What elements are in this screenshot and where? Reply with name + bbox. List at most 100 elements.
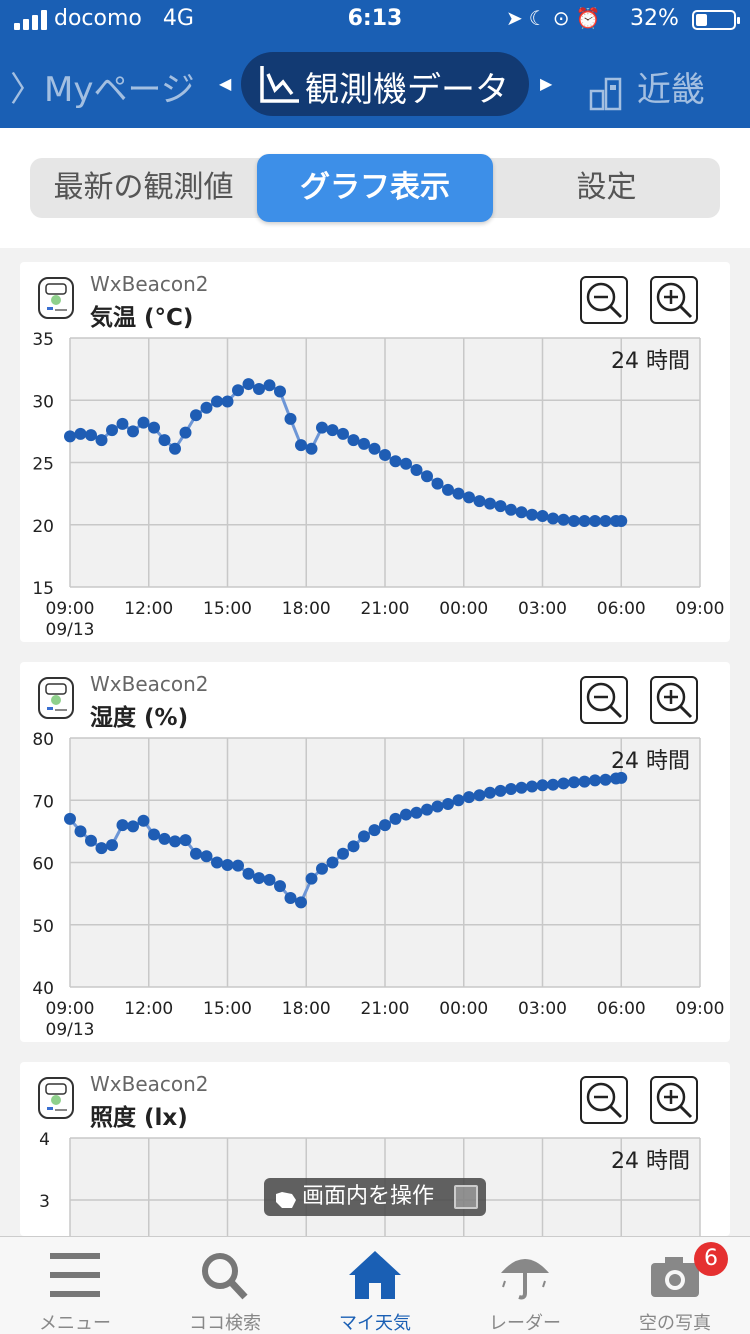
zoom-out-button[interactable] <box>580 1076 628 1124</box>
data-point <box>368 442 381 455</box>
data-point <box>242 378 255 391</box>
temperature-card: WxBeacon2 気温 (°C) 15 20 25 30 35 09:00 12:00 15… <box>20 262 730 642</box>
nav-radar[interactable]: レーダー <box>450 1237 600 1334</box>
zoom-out-button[interactable] <box>580 676 628 724</box>
zoom-out-button[interactable] <box>580 276 628 324</box>
data-point <box>106 424 118 437</box>
data-point <box>568 515 580 528</box>
zoom-out-icon <box>586 282 623 319</box>
wxbeacon-device-icon <box>38 277 74 319</box>
data-point <box>274 385 286 398</box>
nav-search[interactable]: ココ検索 <box>150 1237 300 1334</box>
nav-prev-page[interactable]: 〉Myページ <box>10 70 195 110</box>
data-point <box>389 812 402 825</box>
data-point <box>137 416 150 429</box>
x-tick-label: 06:00 <box>597 599 646 619</box>
data-point <box>431 800 444 813</box>
data-point <box>505 503 517 516</box>
data-point <box>316 862 328 875</box>
data-point <box>64 812 76 825</box>
humidity-card: WxBeacon2 湿度 (%) 40 50 60 70 80 09:00 12:00 15:… <box>20 662 730 1042</box>
data-point <box>326 424 339 437</box>
status-bar: docomo 4G 6:13 ➤☾⊙⏰ 32% <box>0 0 750 40</box>
status-time: 6:13 <box>347 6 403 31</box>
data-point <box>347 840 360 853</box>
tab-settings[interactable]: 設定 <box>576 170 637 205</box>
data-point <box>578 775 591 788</box>
data-point <box>95 434 108 447</box>
data-point <box>158 434 171 447</box>
toggle-square-icon <box>454 1185 478 1209</box>
tab-latest[interactable]: 最新の観測値 <box>53 170 234 205</box>
x-date-label: 09/13 <box>46 1020 95 1040</box>
zoom-in-button[interactable] <box>650 276 698 324</box>
nav-sky-photos[interactable]: 空の写真 <box>600 1237 750 1334</box>
data-point <box>473 495 486 508</box>
metric-title: 気温 (°C) <box>90 305 194 331</box>
header-nav: 〉Myページ ◀ 観測機データ ▶ 近畿 <box>0 50 750 120</box>
nav-my-weather[interactable]: マイ天気 <box>300 1237 450 1334</box>
y-tick-label: 30 <box>32 392 54 412</box>
building-icon <box>589 77 622 110</box>
period-label: 24 時間 <box>611 1149 690 1174</box>
data-point <box>242 867 255 880</box>
zoom-in-button[interactable] <box>650 1076 698 1124</box>
operate-in-screen-button[interactable]: 画面内を操作 <box>264 1178 486 1216</box>
data-point <box>337 427 349 440</box>
nav-next-label: 近畿 <box>636 70 705 110</box>
data-point <box>85 429 97 442</box>
data-point <box>400 457 412 470</box>
humidity-chart[interactable]: 40 50 60 70 80 09:00 12:00 15:00 18:00 21:00 00:00… <box>20 662 730 1042</box>
data-point <box>557 777 570 790</box>
data-point <box>179 426 192 439</box>
y-tick-label: 40 <box>32 979 54 999</box>
data-point <box>368 824 381 837</box>
data-point <box>64 430 76 443</box>
temperature-chart[interactable]: 15 20 25 30 35 09:00 12:00 15:00 18:00 21:00 00:00… <box>20 262 730 642</box>
data-point <box>484 497 496 510</box>
x-tick-label: 09:00 <box>46 599 95 619</box>
nav-left-arrow-icon[interactable]: ◀ <box>219 74 232 93</box>
tab-graph[interactable]: グラフ表示 <box>257 154 493 222</box>
nav-next-page[interactable]: 近畿 <box>588 62 705 111</box>
data-point <box>116 819 129 832</box>
data-point <box>305 442 318 455</box>
zoom-in-icon <box>656 682 693 719</box>
app-header: docomo 4G 6:13 ➤☾⊙⏰ 32% 〉Myページ ◀ 観測機データ … <box>0 0 750 128</box>
data-point <box>305 872 318 885</box>
data-point <box>410 463 423 476</box>
x-tick-label: 21:00 <box>361 999 410 1019</box>
zoom-in-button[interactable] <box>650 676 698 724</box>
data-point <box>316 421 328 434</box>
data-point <box>95 842 108 855</box>
nav-right-arrow-icon[interactable]: ▶ <box>540 74 553 93</box>
nav-menu[interactable]: メニュー <box>0 1237 150 1334</box>
data-point <box>463 791 475 804</box>
x-tick-label: 09:00 <box>46 999 95 1019</box>
x-tick-label: 00:00 <box>439 599 488 619</box>
x-tick-label: 18:00 <box>282 999 331 1019</box>
data-point <box>494 784 507 797</box>
data-point <box>599 515 612 528</box>
data-point <box>284 412 297 425</box>
data-point <box>452 794 465 807</box>
x-tick-label: 09:00 <box>676 599 725 619</box>
data-point <box>389 455 402 468</box>
data-point <box>484 786 496 799</box>
data-point <box>505 783 517 796</box>
nav-search-label: ココ検索 <box>189 1313 261 1334</box>
x-tick-label: 15:00 <box>203 999 252 1019</box>
data-point <box>358 830 370 843</box>
overlay-label: 画面内を操作 <box>302 1184 435 1209</box>
x-tick-label: 03:00 <box>518 599 567 619</box>
data-point <box>615 515 628 528</box>
y-tick-label: 50 <box>32 917 54 937</box>
view-tabs: 最新の観測値 グラフ表示 設定 <box>30 154 720 222</box>
y-tick-label: 60 <box>32 855 54 875</box>
data-point <box>442 483 454 496</box>
menu-icon <box>50 1253 100 1297</box>
data-point <box>473 789 486 802</box>
x-tick-label: 06:00 <box>597 999 646 1019</box>
data-point <box>253 872 265 885</box>
data-point <box>127 425 139 438</box>
